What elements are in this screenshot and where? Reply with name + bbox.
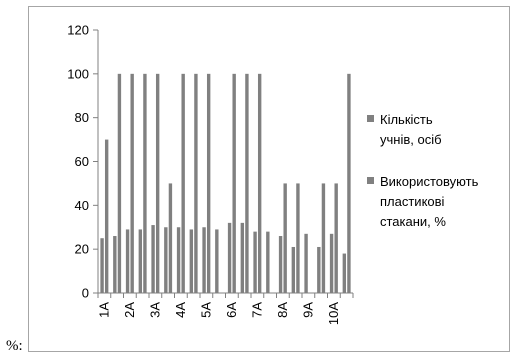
bar-series-2-13 xyxy=(257,73,262,293)
bar-series-1-17 xyxy=(304,233,308,293)
x-tick-labels: 1А 2А 3А 4А 5А 6А 7А 8А 9А 10А xyxy=(96,302,341,325)
legend-swatch-2 xyxy=(367,177,374,184)
legend-swatch-1 xyxy=(367,115,374,122)
x-tick-label: 3А xyxy=(147,302,162,318)
bar-series-1-10 xyxy=(215,229,219,293)
bar-series-1-19 xyxy=(329,233,334,293)
bar-series-2-4 xyxy=(143,73,147,293)
x-tick-label: 10А xyxy=(326,302,341,325)
bar-series-2-3 xyxy=(130,73,134,293)
legend-label-1: Кількість xyxy=(380,112,433,127)
bar-series-1-14 xyxy=(266,231,270,293)
x-tick-label: 1А xyxy=(96,302,111,318)
x-tick-label: 5А xyxy=(198,302,213,318)
y-tick-labels: 0 20 40 60 80 100 120 xyxy=(67,23,89,301)
bar-series-1-6 xyxy=(164,227,168,293)
bar-series-2-8 xyxy=(194,73,198,293)
legend-label-2: пластикові xyxy=(380,194,445,209)
bar-series-2-20 xyxy=(347,73,351,293)
bar-series-2-15 xyxy=(283,183,287,293)
bar-series-2-9 xyxy=(206,73,211,293)
bar-series-1-16 xyxy=(291,246,296,293)
bars-group xyxy=(100,73,351,293)
bar-series-1-12 xyxy=(240,222,245,293)
bar-series-2-1 xyxy=(104,139,109,293)
bar-series-1-20 xyxy=(342,253,347,293)
bar-series-2-16 xyxy=(296,183,300,293)
chart-border xyxy=(28,6,510,352)
bar-series-1-13 xyxy=(253,231,257,293)
bar-series-1-7 xyxy=(176,227,181,293)
bar-series-1-5 xyxy=(151,225,155,293)
bar-series-1-4 xyxy=(138,229,143,293)
bar-series-1-11 xyxy=(227,222,232,293)
bar-series-2-6 xyxy=(168,183,173,293)
bar-series-1-9 xyxy=(202,227,206,293)
x-tick-label: 6А xyxy=(224,302,239,318)
legend-label-2: Використовують xyxy=(380,174,479,189)
bar-series-1-1 xyxy=(100,238,104,293)
axes-group xyxy=(93,29,354,298)
chart-container: 0 20 40 60 80 100 120 1А 2А 3А 4А 5А 6А 7А 8А 9А 10А Кі… xyxy=(28,6,510,352)
x-tick-label: 2А xyxy=(122,302,137,318)
y-tick-label: 40 xyxy=(75,198,89,213)
y-tick-label: 100 xyxy=(67,66,89,81)
y-tick-label: 0 xyxy=(82,286,89,301)
legend-label-2: стакани, % xyxy=(380,214,446,229)
bar-series-2-2 xyxy=(117,73,122,293)
legend-label-1: учнів, осіб xyxy=(380,132,442,147)
x-tick-label: 8А xyxy=(275,302,290,318)
y-tick-label: 80 xyxy=(75,110,89,125)
bar-chart: 0 20 40 60 80 100 120 1А 2А 3А 4А 5А 6А 7А 8А 9А 10А Кі… xyxy=(28,6,510,352)
bar-series-1-15 xyxy=(278,236,283,293)
bar-series-2-12 xyxy=(245,73,249,293)
x-tick-label: 7А xyxy=(249,302,264,318)
bar-series-2-5 xyxy=(155,73,160,293)
y-tick-label: 120 xyxy=(67,23,89,38)
y-tick-label: 60 xyxy=(75,154,89,169)
bar-series-1-2 xyxy=(113,236,117,293)
bar-series-2-11 xyxy=(232,73,236,293)
y-tick-label: 20 xyxy=(75,242,89,257)
bar-series-2-18 xyxy=(321,183,326,293)
bar-series-1-18 xyxy=(317,246,321,293)
x-tick-label: 9А xyxy=(300,302,315,318)
prefix-label: %: xyxy=(6,338,23,354)
x-tick-label: 4А xyxy=(173,302,188,318)
bar-series-1-8 xyxy=(189,229,194,293)
bar-series-2-7 xyxy=(181,73,185,293)
bar-series-1-3 xyxy=(125,229,130,293)
legend: Кількість учнів, осіб Використовують пласти… xyxy=(367,112,479,229)
bar-series-2-19 xyxy=(334,183,338,293)
